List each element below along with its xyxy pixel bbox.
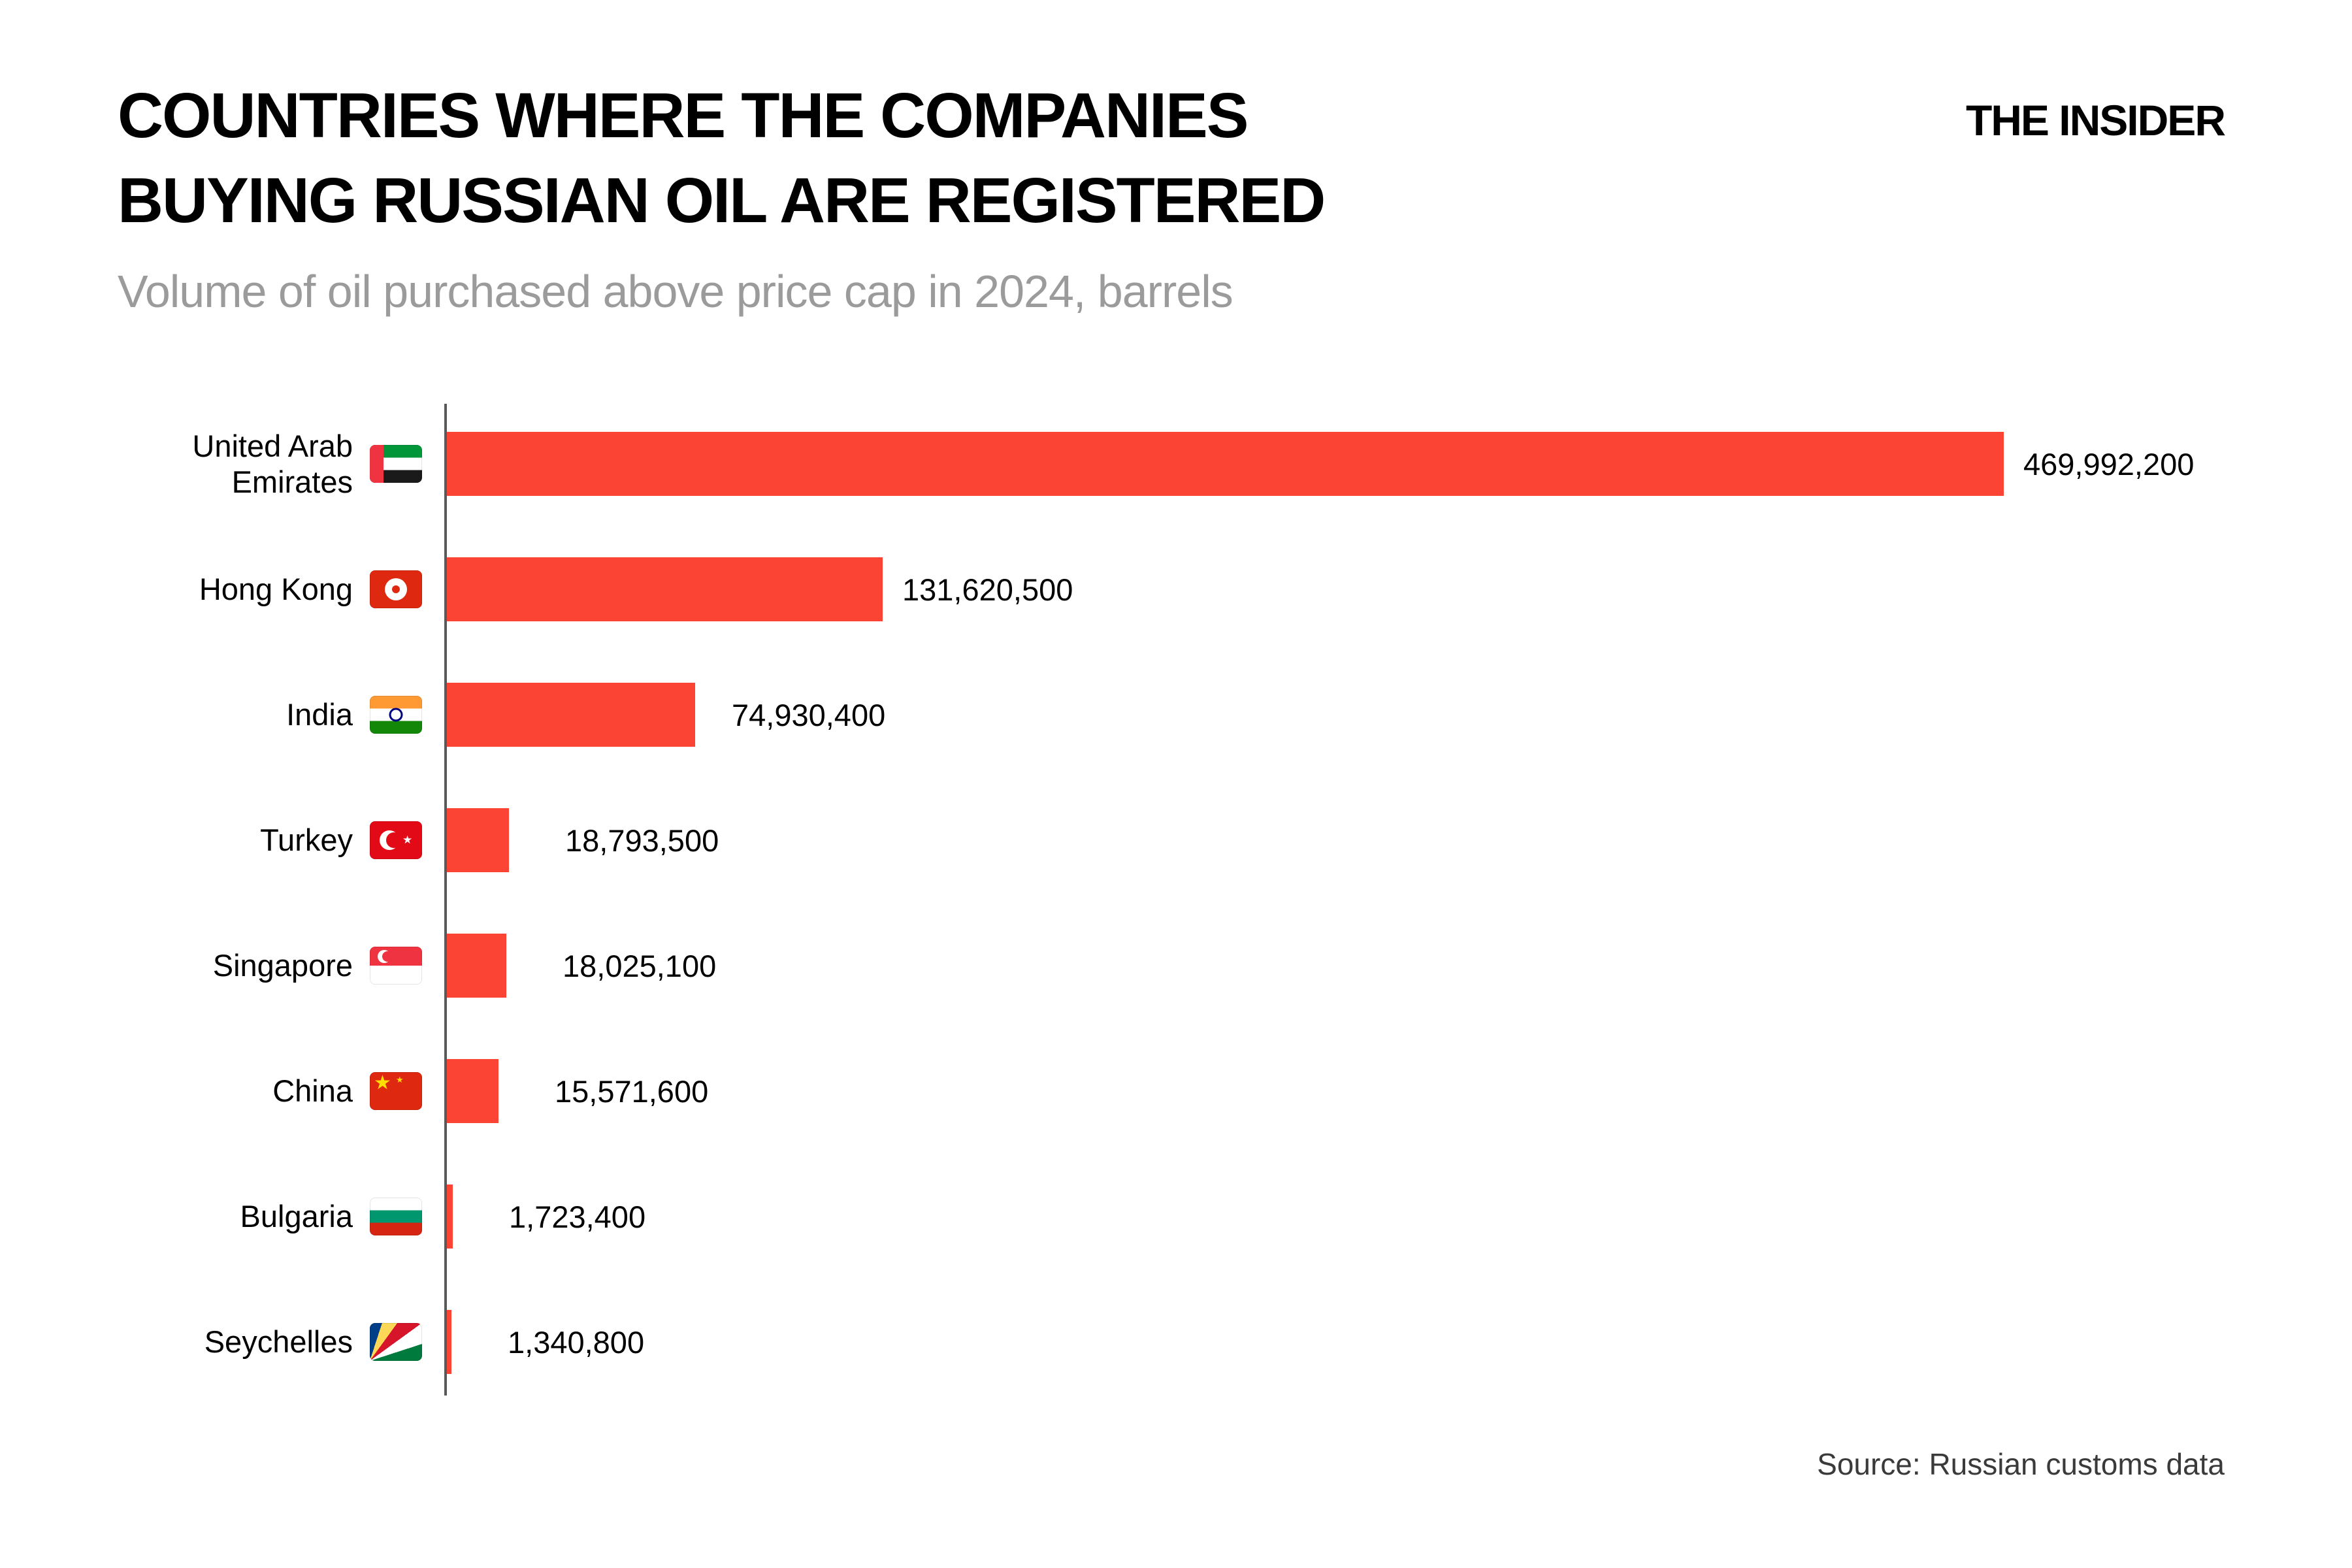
country-label: Singapore bbox=[212, 948, 353, 983]
flag-detail bbox=[370, 1198, 422, 1235]
value-label: 1,723,400 bbox=[509, 1199, 646, 1234]
country-label: Turkey bbox=[260, 823, 353, 858]
flag-detail bbox=[370, 570, 422, 608]
hk-flag-icon bbox=[370, 570, 422, 608]
source-note: Source: Russian customs data bbox=[1817, 1447, 2225, 1481]
value-label: 15,571,600 bbox=[555, 1073, 709, 1109]
brand-logo: THE INSIDER bbox=[1965, 96, 2226, 144]
country-label: Bulgaria bbox=[240, 1199, 353, 1234]
bar-zone: 18,025,100 bbox=[447, 934, 2225, 998]
chart-row: Bulgaria 1,723,400 bbox=[118, 1154, 2225, 1279]
value-label: 131,620,500 bbox=[902, 572, 1073, 607]
bg-flag-icon bbox=[370, 1198, 422, 1235]
chart-row: Turkey 18,793,500 bbox=[118, 777, 2225, 903]
value-label: 74,930,400 bbox=[732, 697, 886, 732]
bar bbox=[447, 432, 2004, 496]
cn-flag-icon bbox=[370, 1072, 422, 1110]
value-label: 1,340,800 bbox=[508, 1324, 645, 1360]
country-label: Hong Kong bbox=[199, 572, 353, 607]
bar-zone: 1,723,400 bbox=[447, 1184, 2225, 1249]
chart-subtitle: Volume of oil purchased above price cap … bbox=[118, 266, 1233, 317]
flag-detail bbox=[370, 445, 422, 483]
flag-detail bbox=[370, 1323, 422, 1361]
sg-flag-icon bbox=[370, 947, 422, 985]
chart-row: China 15,571,600 bbox=[118, 1028, 2225, 1154]
bar-zone: 15,571,600 bbox=[447, 1059, 2225, 1123]
bar bbox=[447, 1184, 453, 1249]
tr-flag-icon bbox=[370, 821, 422, 859]
country-label: China bbox=[272, 1073, 353, 1109]
country-label: Seychelles bbox=[204, 1324, 353, 1360]
chart-row: Singapore 18,025,100 bbox=[118, 903, 2225, 1028]
flag-detail bbox=[370, 821, 422, 859]
bar bbox=[447, 683, 695, 747]
chart-row: India 74,930,400 bbox=[118, 652, 2225, 777]
chart-row: Seychelles 1,340,800 bbox=[118, 1279, 2225, 1405]
chart-row: Hong Kong 131,620,500 bbox=[118, 527, 2225, 652]
country-label: United Arab Emirates bbox=[192, 428, 353, 499]
bar bbox=[447, 934, 506, 998]
value-label: 469,992,200 bbox=[2023, 446, 2195, 482]
in-flag-icon bbox=[370, 696, 422, 734]
bar-zone: 131,620,500 bbox=[447, 557, 2225, 621]
bar-zone: 469,992,200 bbox=[447, 432, 2225, 496]
value-label: 18,793,500 bbox=[565, 823, 719, 858]
bar-zone: 1,340,800 bbox=[447, 1310, 2225, 1374]
title-line-1: COUNTRIES WHERE THE COMPANIES bbox=[118, 80, 1249, 151]
value-label: 18,025,100 bbox=[563, 948, 717, 983]
flag-detail bbox=[370, 1072, 422, 1110]
chart-rows: United Arab Emirates 469,992,200 Hong Kong… bbox=[118, 401, 2225, 1405]
bar bbox=[447, 1310, 451, 1374]
flag-detail bbox=[370, 696, 422, 734]
bar bbox=[447, 557, 883, 621]
flag-detail bbox=[370, 947, 422, 985]
country-label: India bbox=[286, 697, 353, 732]
bar bbox=[447, 808, 509, 872]
chart-row: United Arab Emirates 469,992,200 bbox=[118, 401, 2225, 527]
page-title: COUNTRIES WHERE THE COMPANIES BUYING RUS… bbox=[118, 73, 2225, 243]
y-axis-line bbox=[444, 404, 447, 1396]
bar-zone: 74,930,400 bbox=[447, 683, 2225, 747]
bar bbox=[447, 1059, 498, 1123]
sc-flag-icon bbox=[370, 1323, 422, 1361]
bar-zone: 18,793,500 bbox=[447, 808, 2225, 872]
ae-flag-icon bbox=[370, 445, 422, 483]
title-line-2: BUYING RUSSIAN OIL ARE REGISTERED bbox=[118, 165, 1326, 236]
header: COUNTRIES WHERE THE COMPANIES BUYING RUS… bbox=[118, 73, 2226, 318]
